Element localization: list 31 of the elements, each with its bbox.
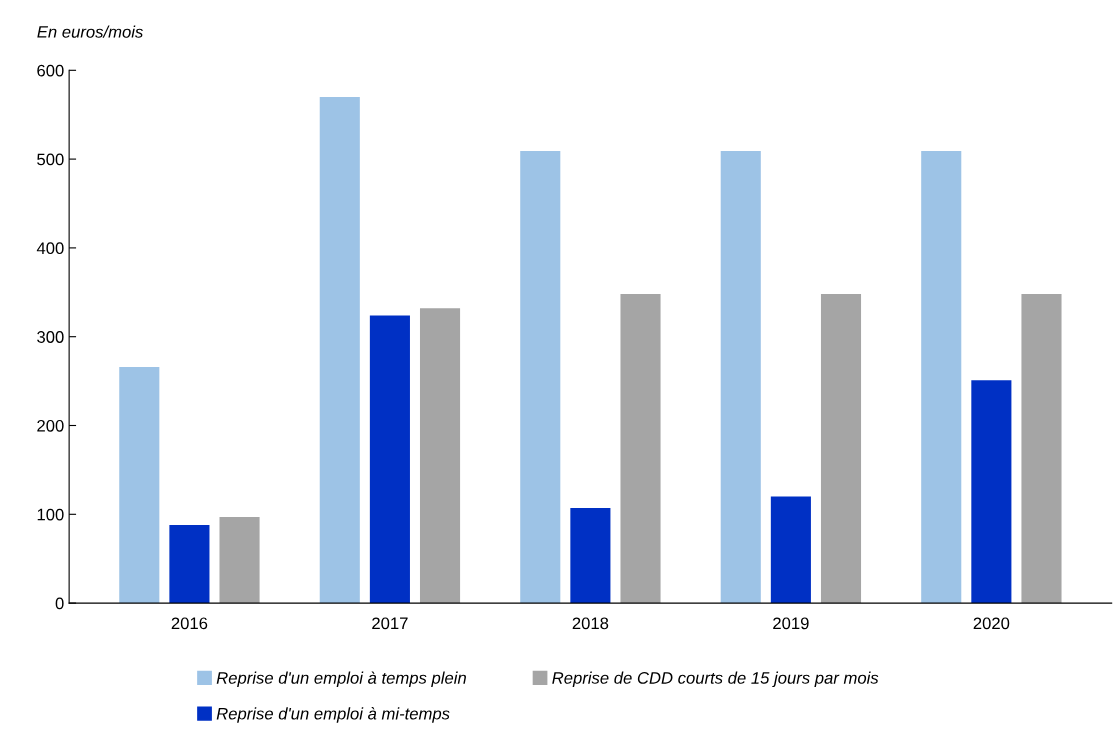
x-tick-label: 2017	[372, 617, 408, 630]
y-axis-title: En euros/mois	[37, 25, 143, 38]
bar	[770, 496, 811, 604]
y-tick-label: 0	[55, 597, 64, 610]
x-tick-label: 2016	[171, 617, 208, 630]
legend-label: Reprise d'un emploi à mi-temps	[216, 707, 450, 723]
bar	[169, 524, 210, 604]
legend-label: Reprise de CDD courts de 15 jours par mois	[552, 671, 879, 688]
bar	[720, 151, 761, 604]
y-tick-label: 600	[37, 64, 64, 77]
x-tick-label: 2018	[572, 617, 609, 630]
legend-label: Reprise d'un emploi à temps plein	[216, 671, 466, 688]
y-tick-label: 200	[37, 419, 64, 432]
bar	[820, 294, 862, 604]
y-tick-label: 400	[36, 242, 64, 255]
bar	[570, 508, 611, 604]
bar	[620, 294, 661, 604]
y-tick-label: 500	[37, 153, 64, 166]
bar	[119, 366, 160, 604]
y-tick-label: 300	[37, 331, 64, 343]
bar	[971, 380, 1012, 604]
bar	[219, 516, 260, 604]
bar	[369, 315, 410, 604]
bar	[921, 151, 962, 604]
x-tick-label: 2020	[973, 617, 1010, 630]
bar	[319, 96, 360, 604]
x-tick-label: 2019	[773, 617, 809, 630]
bar	[520, 151, 561, 604]
y-tick-label: 100	[37, 508, 64, 521]
bar	[419, 308, 461, 604]
bar	[1021, 294, 1062, 604]
